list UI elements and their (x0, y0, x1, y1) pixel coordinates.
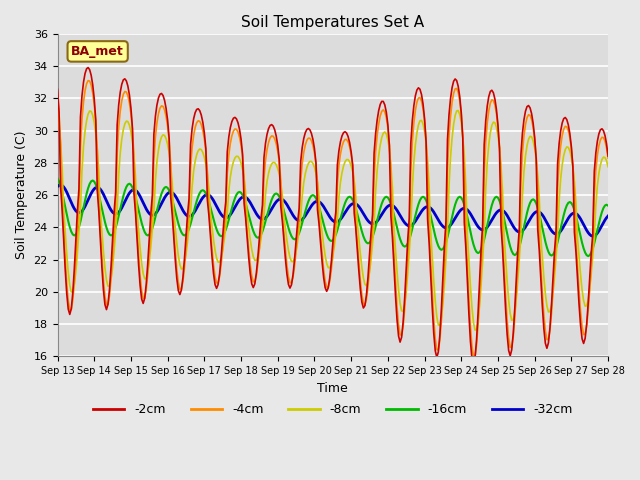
Y-axis label: Soil Temperature (C): Soil Temperature (C) (15, 131, 28, 259)
Title: Soil Temperatures Set A: Soil Temperatures Set A (241, 15, 424, 30)
X-axis label: Time: Time (317, 382, 348, 395)
Legend: -2cm, -4cm, -8cm, -16cm, -32cm: -2cm, -4cm, -8cm, -16cm, -32cm (88, 398, 578, 421)
Text: BA_met: BA_met (71, 45, 124, 58)
